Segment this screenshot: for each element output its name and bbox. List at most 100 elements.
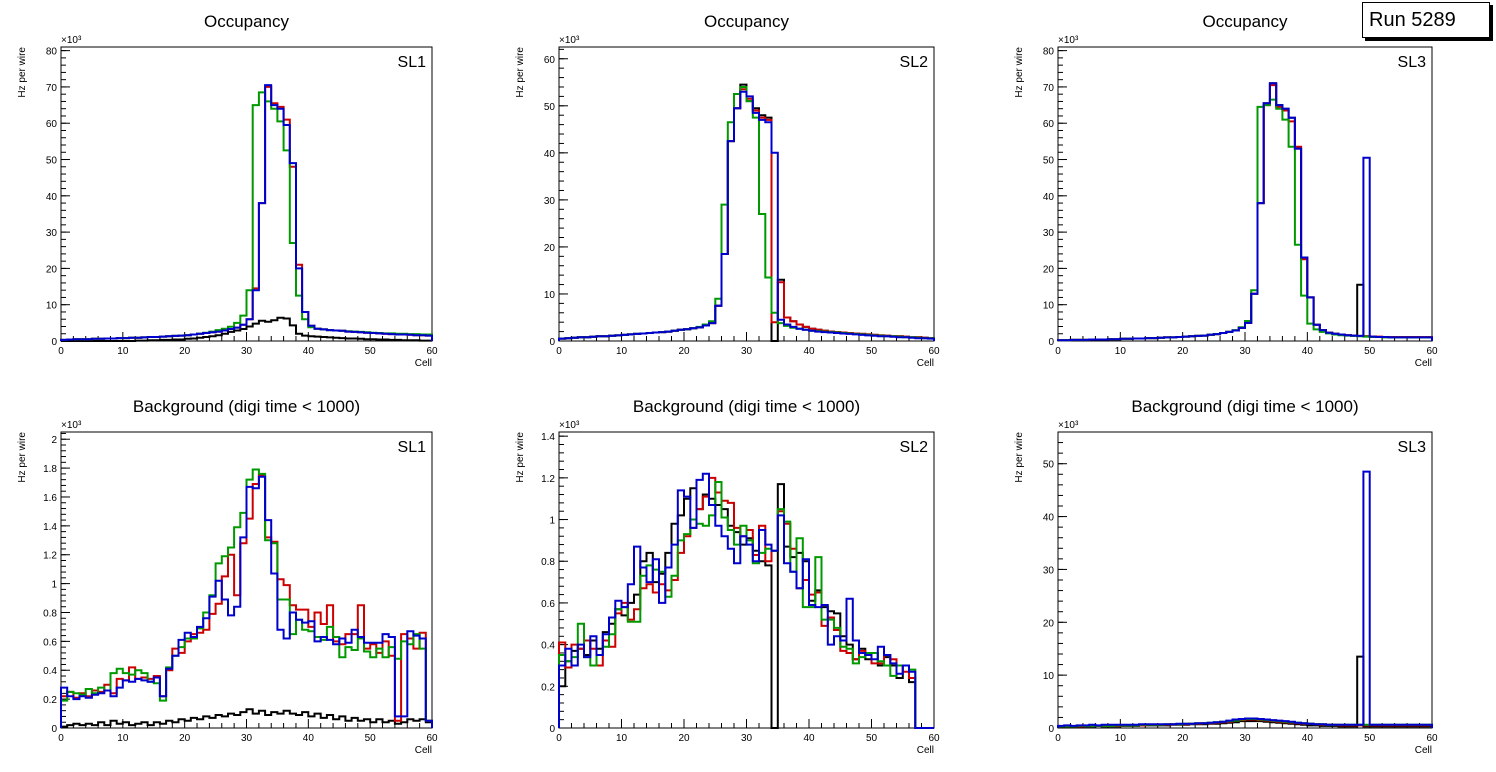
x-tick-label: 40 bbox=[303, 733, 315, 744]
y-tick-label: 70 bbox=[46, 83, 58, 94]
y-tick-label: 40 bbox=[1043, 513, 1055, 524]
y-tick-label: 1.2 bbox=[541, 474, 555, 485]
x-tick-label: 0 bbox=[556, 346, 562, 357]
chart-title: Background (digi time < 1000) bbox=[633, 397, 860, 416]
chart-panel-3: Occupancy 0 10 20 30 40 50 60 0 10 20 30 40 50 60 70 80×… bbox=[1014, 12, 1438, 369]
y-tick-label: 60 bbox=[46, 119, 58, 130]
histogram-series-green bbox=[1057, 98, 1433, 342]
x-tick-label: 40 bbox=[803, 346, 815, 357]
x-tick-label: 30 bbox=[241, 346, 253, 357]
x-tick-label: 20 bbox=[678, 733, 690, 744]
x-tick-label: 60 bbox=[426, 733, 438, 744]
x-tick-label: 30 bbox=[241, 733, 253, 744]
y-exponent: ×10³ bbox=[559, 420, 580, 431]
x-tick-label: 30 bbox=[741, 733, 753, 744]
y-tick-label: 2 bbox=[51, 435, 57, 446]
histogram-series-green bbox=[558, 86, 935, 341]
x-tick-label: 30 bbox=[741, 346, 753, 357]
x-tick-label: 0 bbox=[1055, 733, 1061, 744]
y-axis-label: Hz per wire bbox=[1014, 47, 1025, 98]
chart-title: Occupancy bbox=[704, 12, 790, 31]
plot-frame bbox=[1057, 431, 1433, 729]
x-tick-label: 60 bbox=[1426, 733, 1438, 744]
y-tick-label: 1 bbox=[549, 516, 555, 527]
y-axis-label: Hz per wire bbox=[17, 432, 28, 483]
y-exponent: ×10³ bbox=[61, 35, 82, 46]
x-tick-label: 60 bbox=[928, 346, 940, 357]
x-tick-label: 40 bbox=[803, 733, 815, 744]
y-tick-label: 0 bbox=[1048, 724, 1054, 735]
x-axis-label: Cell bbox=[1415, 358, 1432, 369]
x-tick-label: 20 bbox=[179, 346, 191, 357]
panel-label: SL3 bbox=[1398, 439, 1427, 456]
histogram-series-red bbox=[1057, 84, 1433, 342]
x-tick-label: 40 bbox=[1302, 733, 1314, 744]
histogram-series-black bbox=[558, 83, 935, 342]
chart-title: Occupancy bbox=[204, 12, 290, 31]
y-tick-label: 1 bbox=[51, 580, 57, 591]
x-axis-label: Cell bbox=[917, 745, 934, 756]
y-tick-label: 30 bbox=[544, 196, 556, 207]
x-tick-label: 50 bbox=[866, 733, 878, 744]
x-tick-label: 30 bbox=[1239, 346, 1251, 357]
chart-title: Background (digi time < 1000) bbox=[133, 397, 360, 416]
y-tick-label: 0.2 bbox=[43, 695, 57, 706]
chart-panel-4: Background (digi time < 1000)0 10 20 30 40 50… bbox=[17, 397, 438, 756]
panel-label: SL3 bbox=[1398, 54, 1427, 71]
histogram-series-black bbox=[61, 316, 433, 342]
y-tick-label: 0.6 bbox=[43, 637, 57, 648]
y-axis-label: Hz per wire bbox=[17, 47, 28, 98]
y-tick-label: 0.4 bbox=[43, 666, 57, 677]
x-tick-label: 50 bbox=[365, 346, 377, 357]
x-tick-label: 60 bbox=[426, 346, 438, 357]
run-label-box: Run 5289 bbox=[1362, 2, 1490, 38]
x-tick-label: 0 bbox=[58, 346, 64, 357]
y-tick-label: 80 bbox=[1043, 47, 1055, 58]
y-tick-label: 30 bbox=[46, 228, 58, 239]
x-tick-label: 0 bbox=[556, 733, 562, 744]
x-tick-label: 0 bbox=[58, 733, 64, 744]
y-tick-label: 0 bbox=[549, 337, 555, 348]
panel-label: SL1 bbox=[398, 439, 427, 456]
y-tick-label: 0.2 bbox=[541, 682, 555, 693]
x-axis-label: Cell bbox=[1415, 745, 1432, 756]
y-tick-label: 10 bbox=[46, 301, 58, 312]
y-tick-label: 10 bbox=[1043, 671, 1055, 682]
y-axis-label: Hz per wire bbox=[515, 47, 526, 98]
y-tick-label: 0 bbox=[1048, 337, 1054, 348]
y-tick-label: 50 bbox=[46, 156, 58, 167]
y-tick-label: 70 bbox=[1043, 83, 1055, 94]
chart-panel-1: Occupancy 0 10 20 30 40 50 60 0 10 20 30 40 50 60 70 80×… bbox=[17, 12, 438, 369]
x-tick-label: 20 bbox=[179, 733, 191, 744]
y-axis-label: Hz per wire bbox=[1014, 432, 1025, 483]
x-axis-label: Cell bbox=[415, 745, 432, 756]
chart-panel-5: Background (digi time < 1000)0 10 20 30 40 50… bbox=[515, 397, 940, 756]
chart-title: Background (digi time < 1000) bbox=[1131, 397, 1358, 416]
y-tick-label: 50 bbox=[1043, 156, 1055, 167]
x-axis-label: Cell bbox=[415, 358, 432, 369]
y-exponent: ×10³ bbox=[1058, 35, 1079, 46]
y-exponent: ×10³ bbox=[61, 420, 82, 431]
y-tick-label: 0 bbox=[51, 337, 57, 348]
x-tick-label: 10 bbox=[616, 346, 628, 357]
y-exponent: ×10³ bbox=[1058, 420, 1079, 431]
histogram-series-black bbox=[60, 708, 433, 728]
y-tick-label: 1.8 bbox=[43, 464, 57, 475]
y-tick-label: 20 bbox=[46, 264, 58, 275]
histogram-series-blue bbox=[60, 475, 433, 728]
y-tick-label: 40 bbox=[46, 192, 58, 203]
histogram-series-blue bbox=[1057, 470, 1433, 728]
histogram-series-blue bbox=[558, 472, 934, 729]
panel-label: SL2 bbox=[900, 439, 929, 456]
y-tick-label: 60 bbox=[544, 55, 556, 66]
histogram-series-black bbox=[1057, 82, 1433, 342]
y-exponent: ×10³ bbox=[559, 35, 580, 46]
y-tick-label: 0.8 bbox=[43, 608, 57, 619]
histogram-series-blue bbox=[558, 90, 935, 341]
x-tick-label: 10 bbox=[1115, 733, 1127, 744]
y-tick-label: 0.8 bbox=[541, 557, 555, 568]
y-tick-label: 20 bbox=[544, 243, 556, 254]
histogram-series-blue bbox=[60, 84, 433, 341]
chart-title: Occupancy bbox=[1202, 12, 1288, 31]
